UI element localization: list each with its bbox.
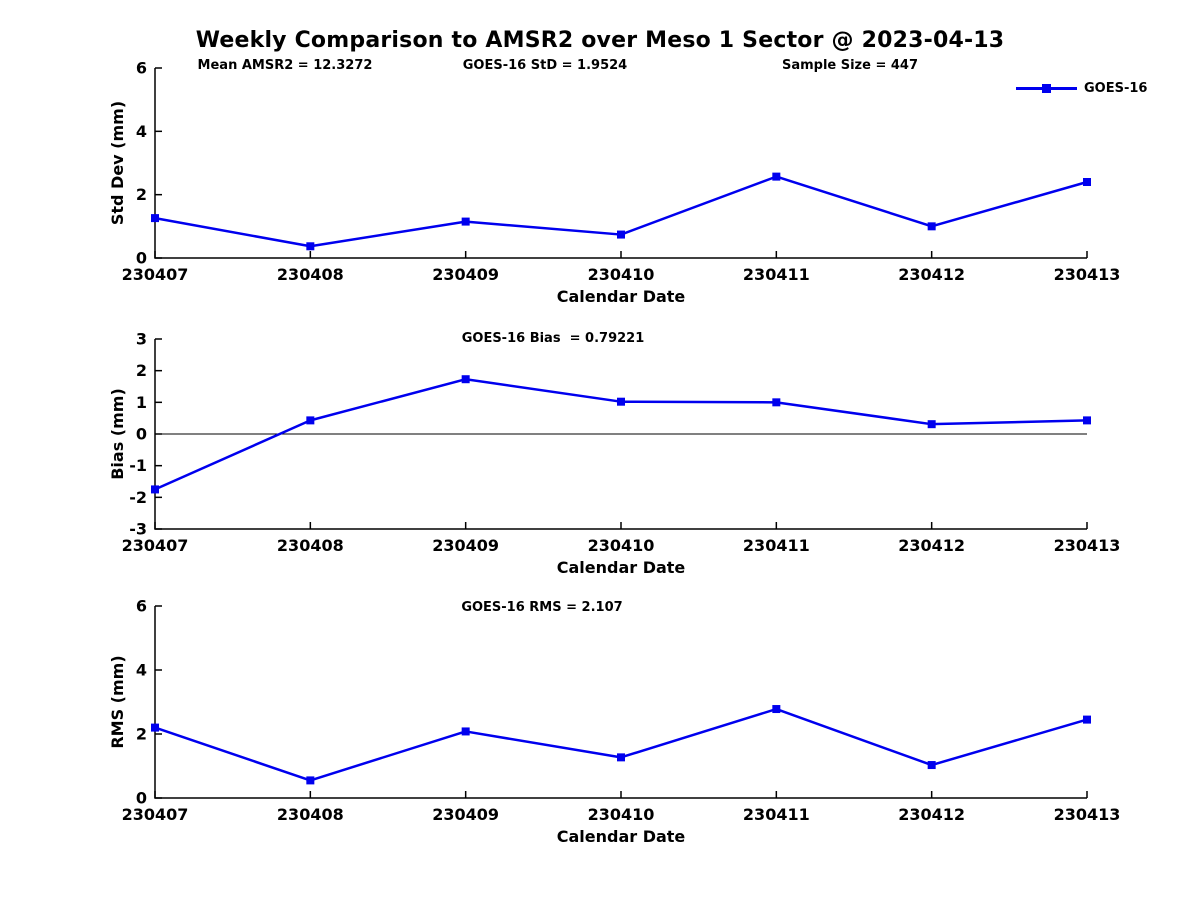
x-tick-label: 230411: [743, 536, 810, 555]
data-point-marker: [927, 761, 936, 770]
x-axis-label: Calendar Date: [557, 827, 686, 846]
x-tick-label: 230413: [1054, 536, 1121, 555]
x-tick-label: 230409: [432, 805, 499, 824]
annotation-text: Sample Size = 447: [782, 58, 918, 73]
y-axis-label: Bias (mm): [108, 388, 127, 480]
data-point-marker: [1083, 178, 1091, 186]
data-point-marker: [461, 375, 470, 384]
y-axis-label: RMS (mm): [108, 655, 127, 748]
x-tick-label: 230413: [1054, 805, 1121, 824]
data-point-marker: [617, 753, 625, 762]
legend: GOES-16: [1016, 81, 1147, 96]
y-tick-label: 4: [136, 661, 147, 680]
data-point-marker: [927, 222, 936, 231]
y-axis-label: Std Dev (mm): [108, 101, 127, 225]
x-tick-label: 230413: [1054, 265, 1121, 284]
data-point-marker: [927, 420, 936, 429]
y-tick-label: 2: [136, 725, 147, 744]
legend-square-marker-icon: [1042, 84, 1051, 93]
data-point-marker: [151, 214, 159, 223]
x-tick-label: 230411: [743, 805, 810, 824]
data-point-marker: [1083, 715, 1091, 724]
y-tick-label: 6: [136, 59, 147, 78]
y-tick-label: 0: [136, 789, 147, 808]
data-point-marker: [772, 705, 781, 714]
y-tick-label: 6: [136, 597, 147, 616]
x-tick-label: 230409: [432, 265, 499, 284]
x-tick-label: 230408: [277, 805, 344, 824]
y-tick-label: 0: [136, 249, 147, 268]
annotation-text: Mean AMSR2 = 12.3272: [198, 58, 373, 73]
y-tick-label: -2: [129, 488, 147, 507]
x-tick-label: 230407: [122, 536, 189, 555]
data-point-marker: [1083, 416, 1091, 425]
data-point-marker: [461, 217, 470, 226]
y-tick-label: 3: [136, 330, 147, 349]
legend-line-sample: [1016, 84, 1077, 93]
y-tick-label: -3: [129, 520, 147, 539]
x-tick-label: 230409: [432, 536, 499, 555]
subplot-1: -3 -2 -1 0 1 2 3 230407 230408 230409 230410 230411…: [108, 330, 1120, 578]
data-line: [154, 707, 1088, 782]
legend-label: GOES-16: [1084, 81, 1148, 96]
y-tick-label: 2: [136, 185, 147, 204]
data-point-marker: [306, 242, 315, 251]
y-tick-label: -1: [129, 456, 147, 475]
x-tick-label: 230410: [588, 536, 655, 555]
annotation-text: GOES-16 StD = 1.9524: [463, 58, 627, 73]
x-axis-label: Calendar Date: [557, 287, 686, 306]
data-point-marker: [151, 485, 159, 494]
x-axis-label: Calendar Date: [557, 558, 686, 577]
x-tick-label: 230412: [898, 265, 965, 284]
y-tick-label: 0: [136, 425, 147, 444]
data-point-marker: [617, 230, 625, 239]
data-point-marker: [306, 416, 315, 425]
x-tick-label: 230410: [588, 265, 655, 284]
data-point-marker: [306, 776, 315, 785]
x-tick-label: 230407: [122, 805, 189, 824]
subplot-title: GOES-16 Bias = 0.79221: [462, 331, 645, 346]
y-tick-label: 1: [136, 393, 147, 412]
subplot-title: GOES-16 RMS = 2.107: [461, 600, 622, 615]
x-tick-label: 230410: [588, 805, 655, 824]
data-point-marker: [772, 398, 781, 407]
x-tick-label: 230411: [743, 265, 810, 284]
x-tick-label: 230412: [898, 536, 965, 555]
data-point-marker: [617, 397, 625, 406]
axis-spine: [154, 606, 1087, 799]
x-tick-label: 230408: [277, 265, 344, 284]
y-tick-label: 2: [136, 361, 147, 380]
x-tick-label: 230412: [898, 805, 965, 824]
subplot-0: 0 2 4 6 230407 230408 230409 230410 230411 230412…: [108, 58, 1120, 306]
data-point-marker: [151, 723, 159, 732]
figure-title: Weekly Comparison to AMSR2 over Meso 1 S…: [195, 28, 1005, 53]
y-tick-label: 4: [136, 122, 147, 141]
data-point-marker: [772, 172, 781, 181]
axis-spine: [154, 68, 1087, 259]
x-tick-label: 230407: [122, 265, 189, 284]
x-tick-label: 230408: [277, 536, 344, 555]
data-point-marker: [461, 727, 470, 736]
subplot-2: 0 2 4 6 230407 230408 230409 230410 230411 230412…: [108, 597, 1120, 847]
